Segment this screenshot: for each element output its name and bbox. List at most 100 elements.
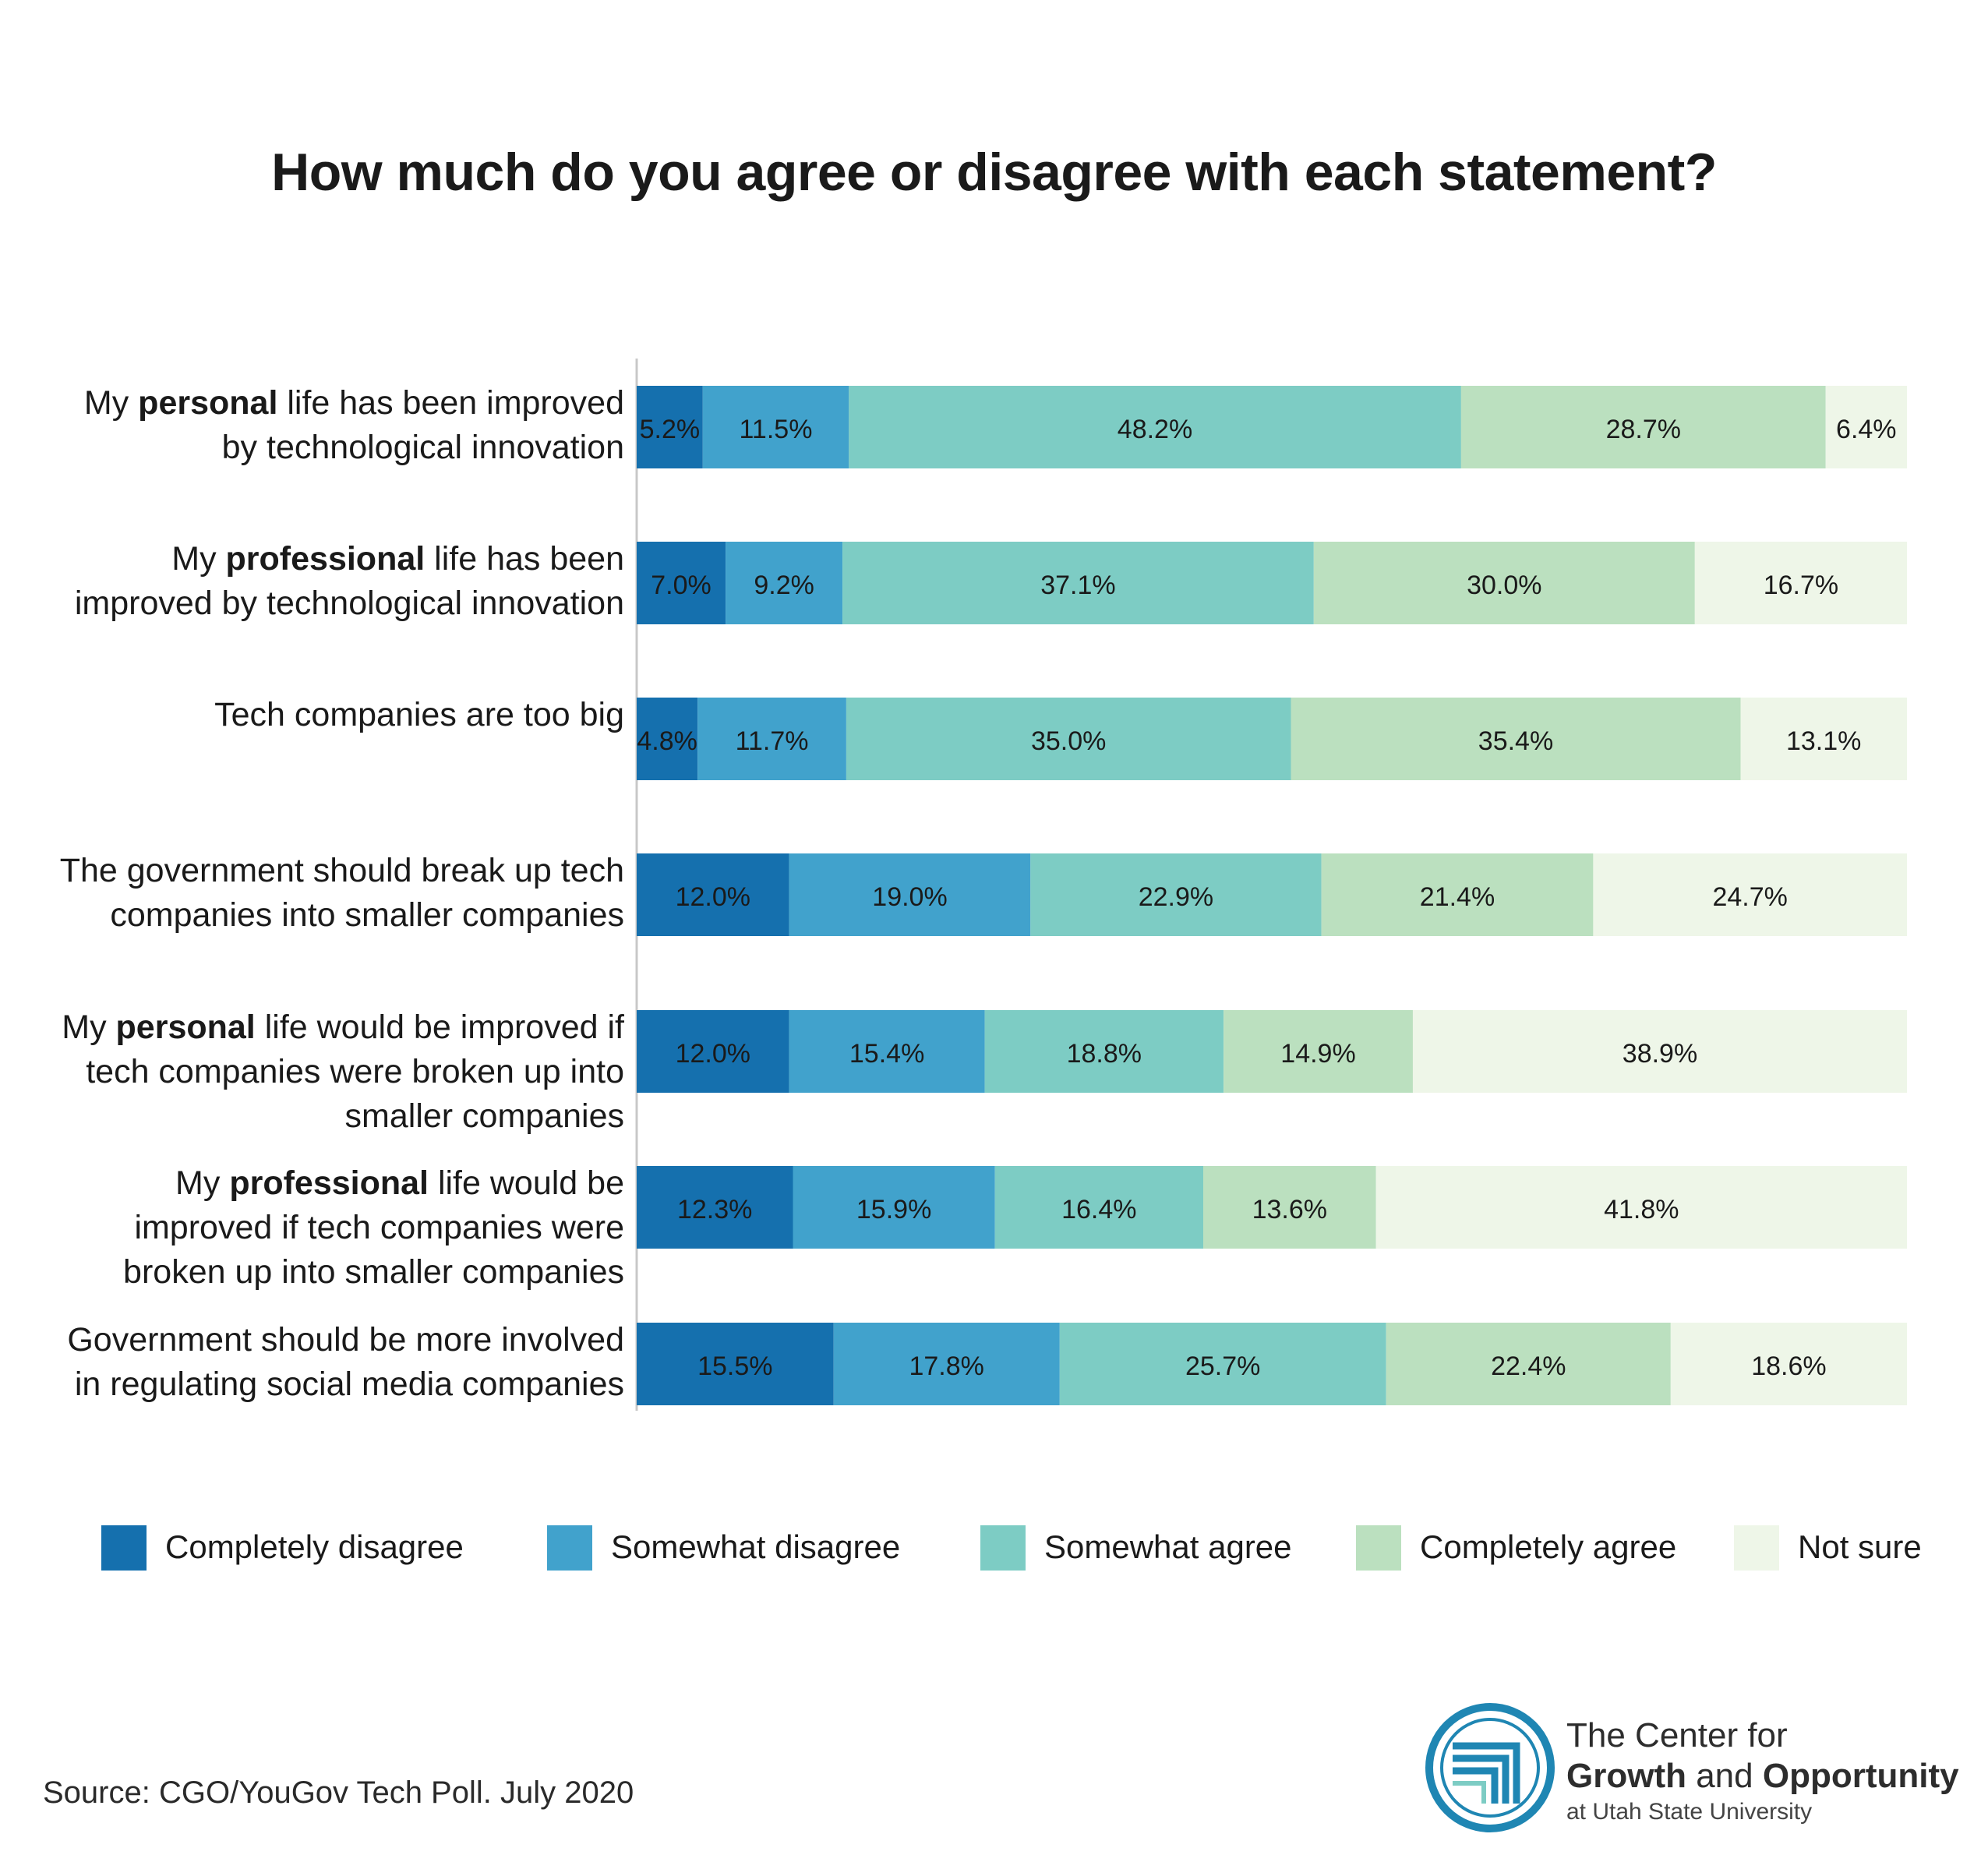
bar-value-label: 22.4% [1491,1352,1566,1381]
bar-value-label: 12.3% [677,1195,752,1224]
row-label: My professional life has been improved by… [75,537,624,626]
cgo-logo-icon [1425,1703,1555,1832]
source-note: Source: CGO/YouGov Tech Poll. July 2020 [43,1776,634,1810]
bar-segment [637,1323,834,1405]
logo-text-and: and [1686,1757,1763,1795]
bar-value-label: 24.7% [1712,882,1787,912]
legend-swatch [1356,1525,1401,1571]
legend-swatch [1734,1525,1779,1571]
bar-segment [789,853,1031,936]
row-label-text: life would be improved if [255,1009,624,1046]
bar-value-label: 21.4% [1420,882,1495,912]
row-label-text: My [62,1009,116,1046]
legend-swatch [547,1525,592,1571]
bar-value-label: 41.8% [1604,1195,1679,1224]
row-label-text: improved if tech companies were [134,1209,624,1246]
bar-segment [637,853,789,936]
logo-text-growth: Growth [1566,1757,1686,1795]
bar-segment [793,1166,995,1249]
logo-text-line3: at Utah State University [1566,1799,1813,1825]
bar-segment [726,542,843,624]
bar-segment [1412,1010,1907,1093]
bar-segment [1059,1323,1386,1405]
bar-value-label: 9.2% [754,571,814,600]
bar-segment [702,386,849,468]
bar-value-label: 7.0% [651,571,712,600]
legend-label: Somewhat agree [1044,1528,1292,1565]
cgo-logo: The Center for Growth and Opportunity at… [1423,1701,1969,1835]
bar-value-label: 15.5% [697,1352,772,1381]
legend-label: Completely disagree [165,1528,464,1565]
bar-segment [849,386,1461,468]
bar-value-label: 12.0% [676,882,750,912]
bar-value-label: 18.8% [1067,1039,1142,1069]
row-label-text: in regulating social media companies [74,1366,624,1403]
bar-segment [1030,853,1322,936]
row-label-text: by technological innovation [221,429,624,466]
bar-segment [842,542,1314,624]
bar-segment [1386,1323,1671,1405]
logo-text-opportunity: Opportunity [1762,1757,1959,1795]
legend-label: Not sure [1798,1528,1922,1565]
bar-value-label: 15.4% [849,1039,924,1069]
bar-value-label: 22.9% [1139,882,1213,912]
bar-segment [637,542,726,624]
row-label-text: broken up into smaller companies [123,1253,624,1291]
legend-label: Completely agree [1420,1528,1677,1565]
row-label-text: improved by technological innovation [74,585,624,622]
bar-value-label: 37.1% [1040,571,1115,600]
bar-value-label: 11.7% [736,726,809,756]
row-label-text: companies into smaller companies [110,896,624,934]
row-label-text: life has been [425,540,624,578]
legend-swatch [101,1525,147,1571]
bar-value-label: 6.4% [1836,415,1897,444]
row-label: My professional life would be improved if… [123,1161,624,1295]
bar-segment [697,698,846,780]
row-label-text: life has been improved [277,384,624,422]
bar-value-label: 13.1% [1786,726,1861,756]
row-label-text: Tech companies are too big [214,696,624,733]
bar-segment [1670,1323,1907,1405]
bar-value-label: 35.0% [1031,726,1106,756]
bar-segment [789,1010,985,1093]
bar-value-label: 14.9% [1280,1039,1355,1069]
bar-segment [1291,698,1741,780]
bar-segment [1375,1166,1907,1249]
bar-value-label: 15.9% [856,1195,931,1224]
bar-value-label: 30.0% [1467,571,1541,600]
bar-segment [637,698,698,780]
logo-text-line2: Growth and Opportunity [1566,1757,1959,1796]
bar-segment [984,1010,1224,1093]
row-label-text: life would be [429,1164,624,1202]
row-label-emphasis: personal [138,384,278,422]
chart-title: How much do you agree or disagree with e… [271,143,1717,202]
bar-value-label: 19.0% [872,882,947,912]
bar-value-label: 4.8% [637,726,697,756]
row-label: Tech companies are too big [214,693,624,737]
bar-segment [1224,1010,1413,1093]
row-label: My personal life has been improved by tec… [84,381,624,470]
legend-swatch [980,1525,1026,1571]
row-label-text: smaller companies [344,1097,624,1135]
bar-value-label: 16.4% [1061,1195,1136,1224]
legend-label: Somewhat disagree [611,1528,901,1565]
row-label-emphasis: professional [225,540,425,578]
row-label-text: My [83,384,139,422]
bar-segment [637,1010,789,1093]
row-label: The government should break up tech compa… [60,849,624,938]
bar-value-label: 35.4% [1478,726,1553,756]
bar-segment [1321,853,1594,936]
bar-segment [846,698,1291,780]
row-label-text: My [171,540,226,578]
bar-value-label: 17.8% [909,1352,983,1381]
bar-segment [833,1323,1060,1405]
bar-segment [1313,542,1695,624]
bar-value-label: 48.2% [1118,415,1192,444]
bar-segment [1460,386,1826,468]
bar-value-label: 18.6% [1751,1352,1826,1381]
row-label-text: Government should be more involved [67,1321,624,1359]
bar-value-label: 38.9% [1623,1039,1697,1069]
bar-value-label: 25.7% [1185,1352,1260,1381]
row-label: Government should be more involved in reg… [67,1318,624,1407]
